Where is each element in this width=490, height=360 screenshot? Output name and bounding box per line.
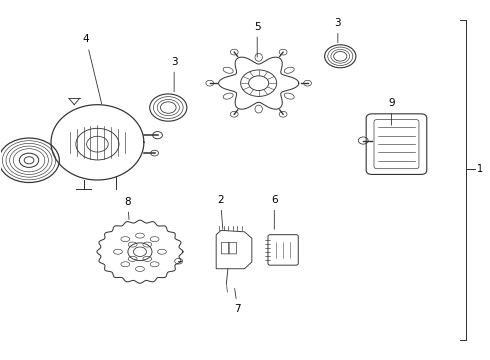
Text: 3: 3 <box>335 18 341 43</box>
Text: 2: 2 <box>217 195 224 229</box>
Text: 5: 5 <box>254 22 261 57</box>
Text: 1: 1 <box>477 164 483 174</box>
Text: 8: 8 <box>124 197 131 220</box>
Text: 3: 3 <box>171 57 177 92</box>
Text: 7: 7 <box>234 288 241 314</box>
Text: 4: 4 <box>83 35 102 104</box>
Text: 9: 9 <box>388 98 395 125</box>
Text: 6: 6 <box>271 195 278 229</box>
